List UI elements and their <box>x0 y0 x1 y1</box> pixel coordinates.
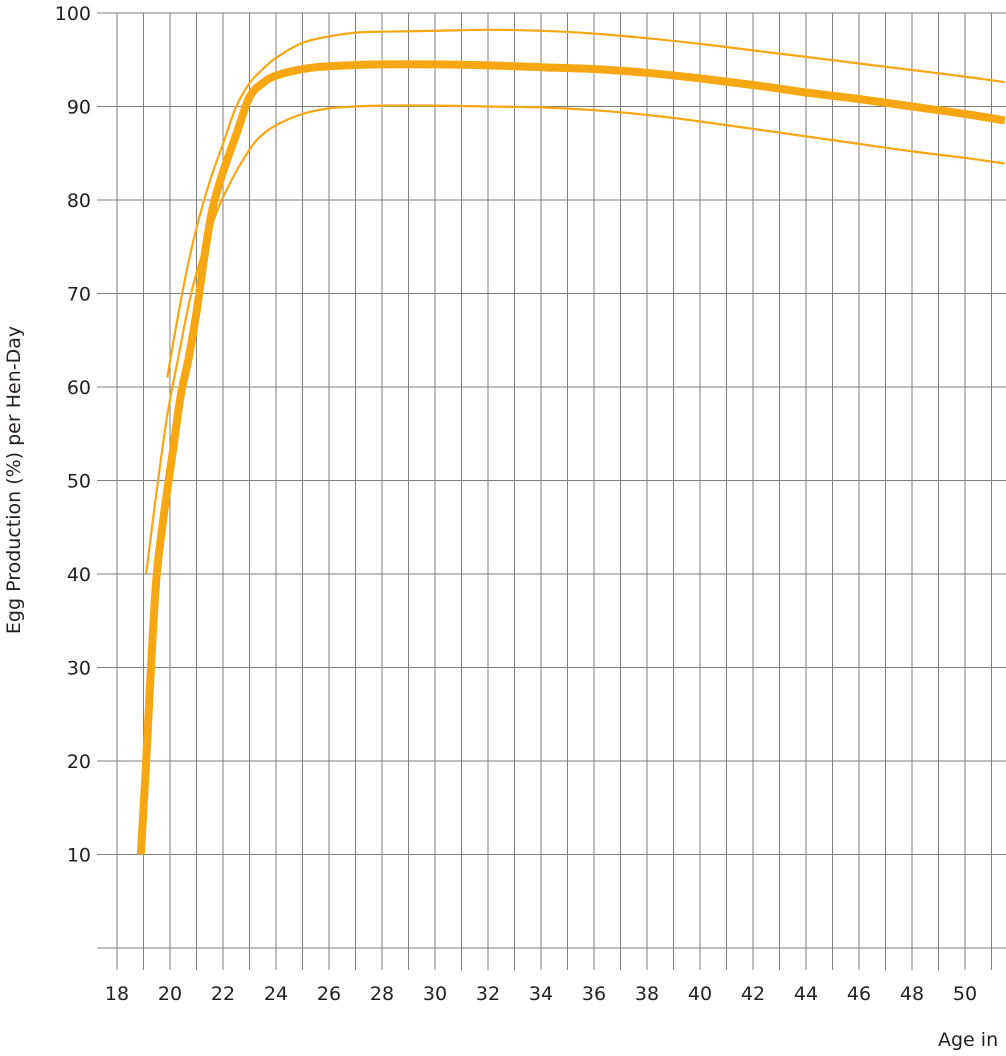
y-tick-label: 30 <box>67 658 91 680</box>
x-tick-label: 18 <box>105 983 129 1005</box>
x-tick-label: 46 <box>847 983 871 1005</box>
series-layer <box>136 28 1006 855</box>
grid-layer <box>97 12 1006 970</box>
x-tick-label: 34 <box>529 983 553 1005</box>
x-axis-title: Age in <box>938 1029 998 1051</box>
x-tick-label: 50 <box>953 983 977 1005</box>
x-tick-label: 20 <box>158 983 182 1005</box>
y-tick-label: 40 <box>67 564 91 586</box>
y-tick-label: 20 <box>67 751 91 773</box>
x-tick-label: 22 <box>211 983 235 1005</box>
x-tick-label: 32 <box>476 983 500 1005</box>
x-tick-label: 44 <box>794 983 818 1005</box>
y-tick-label: 50 <box>67 471 91 493</box>
x-tick-label: 30 <box>423 983 447 1005</box>
x-tick-label: 36 <box>582 983 606 1005</box>
y-tick-label: 100 <box>55 3 91 25</box>
x-tick-label: 28 <box>370 983 394 1005</box>
y-tick-label: 10 <box>67 845 91 867</box>
x-tick-label: 42 <box>741 983 765 1005</box>
x-tick-label: 26 <box>317 983 341 1005</box>
x-tick-label: 40 <box>688 983 712 1005</box>
series-line-lower-range <box>145 104 1005 575</box>
series-line-upper-range <box>166 28 1005 378</box>
y-axis-title: Egg Production (%) per Hen-Day <box>3 326 25 634</box>
y-tick-label: 90 <box>67 97 91 119</box>
x-tick-label: 38 <box>635 983 659 1005</box>
y-tick-label: 80 <box>67 190 91 212</box>
y-tick-label: 60 <box>67 377 91 399</box>
series-line-standard <box>136 60 1006 855</box>
x-tick-label: 24 <box>264 983 288 1005</box>
x-tick-label: 48 <box>900 983 924 1005</box>
y-tick-label: 70 <box>67 284 91 306</box>
label-layer: 10 20 30 40 50 60 70 80 90 100 18 20 22 24 26 28 30 32 34 3… <box>55 3 977 1005</box>
